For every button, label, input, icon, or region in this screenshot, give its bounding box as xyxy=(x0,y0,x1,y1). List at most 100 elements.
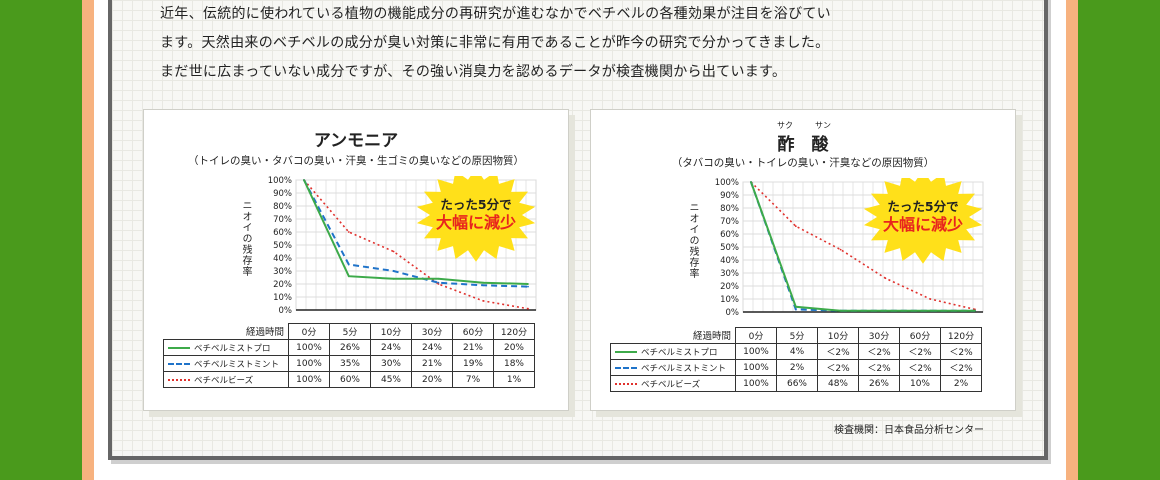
series-name-cell: ベチベルビーズ xyxy=(610,375,736,392)
y-tick-label: 50% xyxy=(720,243,739,253)
data-label-cell: 24% xyxy=(411,339,453,356)
data-label-cell: 35% xyxy=(329,355,371,372)
data-point-pro xyxy=(303,179,305,181)
y-tick-label: 30% xyxy=(273,267,292,277)
table-row: ベチベルビーズ 100% 60% 45% 20% 7% 1% xyxy=(163,371,535,388)
data-point-pro xyxy=(974,309,976,312)
series-line-mint xyxy=(303,179,529,288)
data-label-cell: 21% xyxy=(411,355,453,372)
series-name-cell: ベチベルミストミント xyxy=(610,359,736,376)
data-point-beads xyxy=(929,298,932,300)
intro-line: 近年、伝統的に使われている植物の機能成分の再研究が進むなかでベチベルの各種効果が… xyxy=(160,6,831,22)
x-category-label: 120分 xyxy=(940,327,982,344)
data-point-beads xyxy=(839,248,842,251)
starburst-callout xyxy=(416,176,536,262)
x-category-label: 5分 xyxy=(776,327,818,344)
data-label-cell: ＜2% xyxy=(899,359,941,376)
legend-swatch-mint xyxy=(168,363,190,365)
y-tick-label: 20% xyxy=(720,282,739,292)
data-point-pro xyxy=(392,277,395,280)
data-label-cell: ＜2% xyxy=(899,343,941,360)
series-name: ベチベルミストプロ xyxy=(641,347,718,358)
table-row: ベチベルミストプロ 100% 26% 24% 24% 21% 20% xyxy=(163,339,535,356)
y-tick-label: 0% xyxy=(726,308,740,318)
data-label-cell: 100% xyxy=(288,339,330,356)
data-label-cell: 60% xyxy=(329,371,371,388)
x-axis-label: 経過時間 xyxy=(245,327,284,339)
ammonia-chart-panel: アンモニア （トイレの臭い・タバコの臭い・汗臭・生ゴミの臭いなどの原因物質） ニ… xyxy=(143,109,569,411)
y-axis-label: ニオイの残存率 xyxy=(687,202,698,279)
data-label-cell: 18% xyxy=(493,355,535,372)
starburst-callout xyxy=(863,178,983,264)
series-name: ベチベルビーズ xyxy=(641,379,701,390)
table-header-row: 経過時間 0分 5分 10分 30分 60分 120分 xyxy=(164,323,535,340)
y-tick-label: 90% xyxy=(273,189,292,199)
x-axis-label: 経過時間 xyxy=(692,331,731,343)
y-tick-label: 40% xyxy=(720,256,739,266)
series-line-pro xyxy=(750,181,975,312)
data-label-cell: ＜2% xyxy=(940,359,982,376)
x-category-label: 0分 xyxy=(288,323,330,340)
data-point-pro xyxy=(527,283,529,285)
data-label-cell: 100% xyxy=(288,371,330,388)
data-point-pro xyxy=(750,181,752,183)
series-name-cell: ベチベルミストミント xyxy=(163,355,289,372)
x-category-label: 0分 xyxy=(735,327,777,344)
callout-text: たった5分で xyxy=(887,199,958,214)
y-tick-label: 100% xyxy=(715,178,739,188)
y-tick-label: 60% xyxy=(273,228,292,238)
left-green-border xyxy=(0,0,82,480)
y-tick-label: 70% xyxy=(273,215,292,225)
chart-title: アンモニア xyxy=(313,131,399,151)
data-label-cell: 45% xyxy=(370,371,412,388)
data-point-beads xyxy=(347,231,350,233)
series-name: ベチベルビーズ xyxy=(194,375,254,386)
y-tick-label: 60% xyxy=(720,230,739,240)
source-note: 検査機関：日本食品分析センター xyxy=(834,425,984,436)
chart-title: 酢 酸 xyxy=(777,135,829,155)
left-peach-border xyxy=(82,0,94,480)
series-line-beads xyxy=(750,181,976,311)
y-tick-label: 40% xyxy=(273,254,292,264)
acetic-acid-line-chart: 100% 90% 80% 70% 60% 50% 40% 30% 20% 10% 0% たった5分で大… xyxy=(715,178,984,318)
series-name-cell: ベチベルミストプロ xyxy=(610,343,736,360)
legend-swatch-pro xyxy=(615,351,637,353)
data-label-cell: 66% xyxy=(776,375,818,392)
intro-line: まだ世に広まっていない成分ですが、その強い消臭力を認めるデータが検査機関から出て… xyxy=(160,64,787,80)
x-category-label: 5分 xyxy=(329,323,371,340)
data-label-cell: 4% xyxy=(776,343,818,360)
series-line-pro xyxy=(303,179,529,285)
intro-line: ます。天然由来のベチベルの成分が臭い対策に非常に有用であることが昨今の研究で分か… xyxy=(160,35,830,51)
data-label-cell: ＜2% xyxy=(858,359,900,376)
x-category-label: 10分 xyxy=(370,323,412,340)
table-row: ベチベルミストミント 100% 2% ＜2% ＜2% ＜2% ＜2% xyxy=(610,359,982,376)
data-label-cell: 21% xyxy=(452,339,494,356)
data-label-cell: 10% xyxy=(899,375,941,392)
data-point-mint xyxy=(347,263,350,266)
legend-swatch-pro xyxy=(168,347,190,349)
data-point-mint xyxy=(392,270,395,272)
legend-swatch-beads xyxy=(615,383,637,385)
data-point-pro xyxy=(839,309,842,312)
data-point-beads xyxy=(482,300,485,302)
series-name-cell: ベチベルミストプロ xyxy=(163,339,289,356)
data-label-cell: 26% xyxy=(858,375,900,392)
x-category-label: 30分 xyxy=(411,323,453,340)
data-point-beads xyxy=(794,225,797,228)
data-label-cell: 48% xyxy=(817,375,859,392)
x-category-label: 60分 xyxy=(899,327,941,344)
data-label-cell: 26% xyxy=(329,339,371,356)
table-row: ベチベルビーズ 100% 66% 48% 26% 10% 2% xyxy=(610,375,982,392)
series-name-cell: ベチベルビーズ xyxy=(163,371,289,388)
data-point-mint xyxy=(794,308,797,311)
series-name: ベチベルミストミント xyxy=(641,363,727,374)
x-category-label: 30分 xyxy=(858,327,900,344)
ammonia-line-chart: 100% 90% 80% 70% 60% 50% 40% 30% 20% 10% 0% たった5分で大… xyxy=(268,176,537,316)
data-label-cell: 100% xyxy=(735,375,777,392)
y-tick-label: 10% xyxy=(273,293,292,303)
ammonia-data-table: 経過時間 0分 5分 10分 30分 60分 120分 ベチベルミストプロ 100% 26% 24%… xyxy=(163,323,535,388)
data-point-pro xyxy=(437,277,440,280)
callout-text: たった5分で xyxy=(440,197,511,212)
intro-text: 近年、伝統的に使われている植物の機能成分の再研究が進むなかでベチベルの各種効果が… xyxy=(160,0,1040,87)
data-label-cell: 19% xyxy=(452,355,494,372)
